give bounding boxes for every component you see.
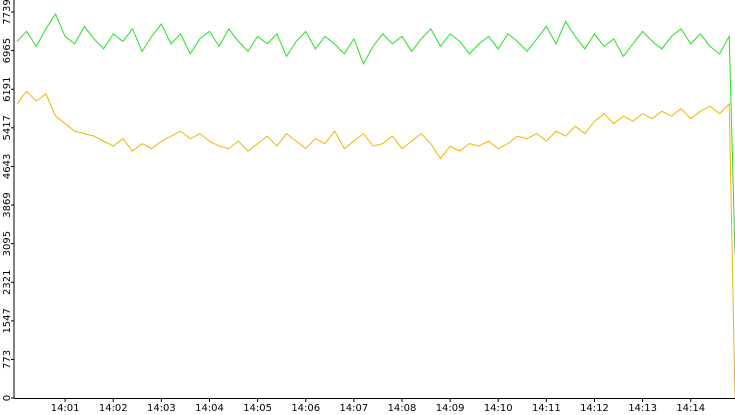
series-line — [16, 12, 735, 254]
series-line — [16, 90, 735, 399]
x-tick-label: 14:07 — [339, 403, 368, 414]
x-tick-label: 14:11 — [532, 403, 561, 414]
x-tick-label: 14:12 — [580, 403, 609, 414]
y-tick-label: 5417 — [2, 115, 13, 140]
x-tick-label: 14:02 — [99, 403, 128, 414]
x-tick-label: 14:08 — [388, 403, 417, 414]
y-tick-label: 1547 — [2, 308, 13, 333]
x-tick-label: 14:05 — [243, 403, 272, 414]
y-tick-label: 6965 — [2, 38, 13, 63]
y-tick-label: 3095 — [2, 231, 13, 256]
y-tick-label: 773 — [2, 350, 13, 369]
y-tick-label: 2321 — [2, 270, 13, 295]
y-tick-label: 6191 — [2, 76, 13, 101]
y-tick-label: 3869 — [2, 192, 13, 217]
y-tick-label: 0 — [2, 395, 13, 401]
x-tick-label: 14:01 — [51, 403, 80, 414]
x-tick-label: 14:03 — [147, 403, 176, 414]
x-tick-label: 14:10 — [484, 403, 513, 414]
x-tick-label: 14:14 — [676, 403, 705, 414]
x-tick-label: 14:06 — [291, 403, 320, 414]
x-tick-label: 14:13 — [628, 403, 657, 414]
y-tick-label: 7739 — [2, 0, 13, 25]
x-tick-label: 14:09 — [436, 403, 465, 414]
y-tick-label: 4643 — [2, 154, 13, 179]
x-tick-label: 14:04 — [195, 403, 224, 414]
